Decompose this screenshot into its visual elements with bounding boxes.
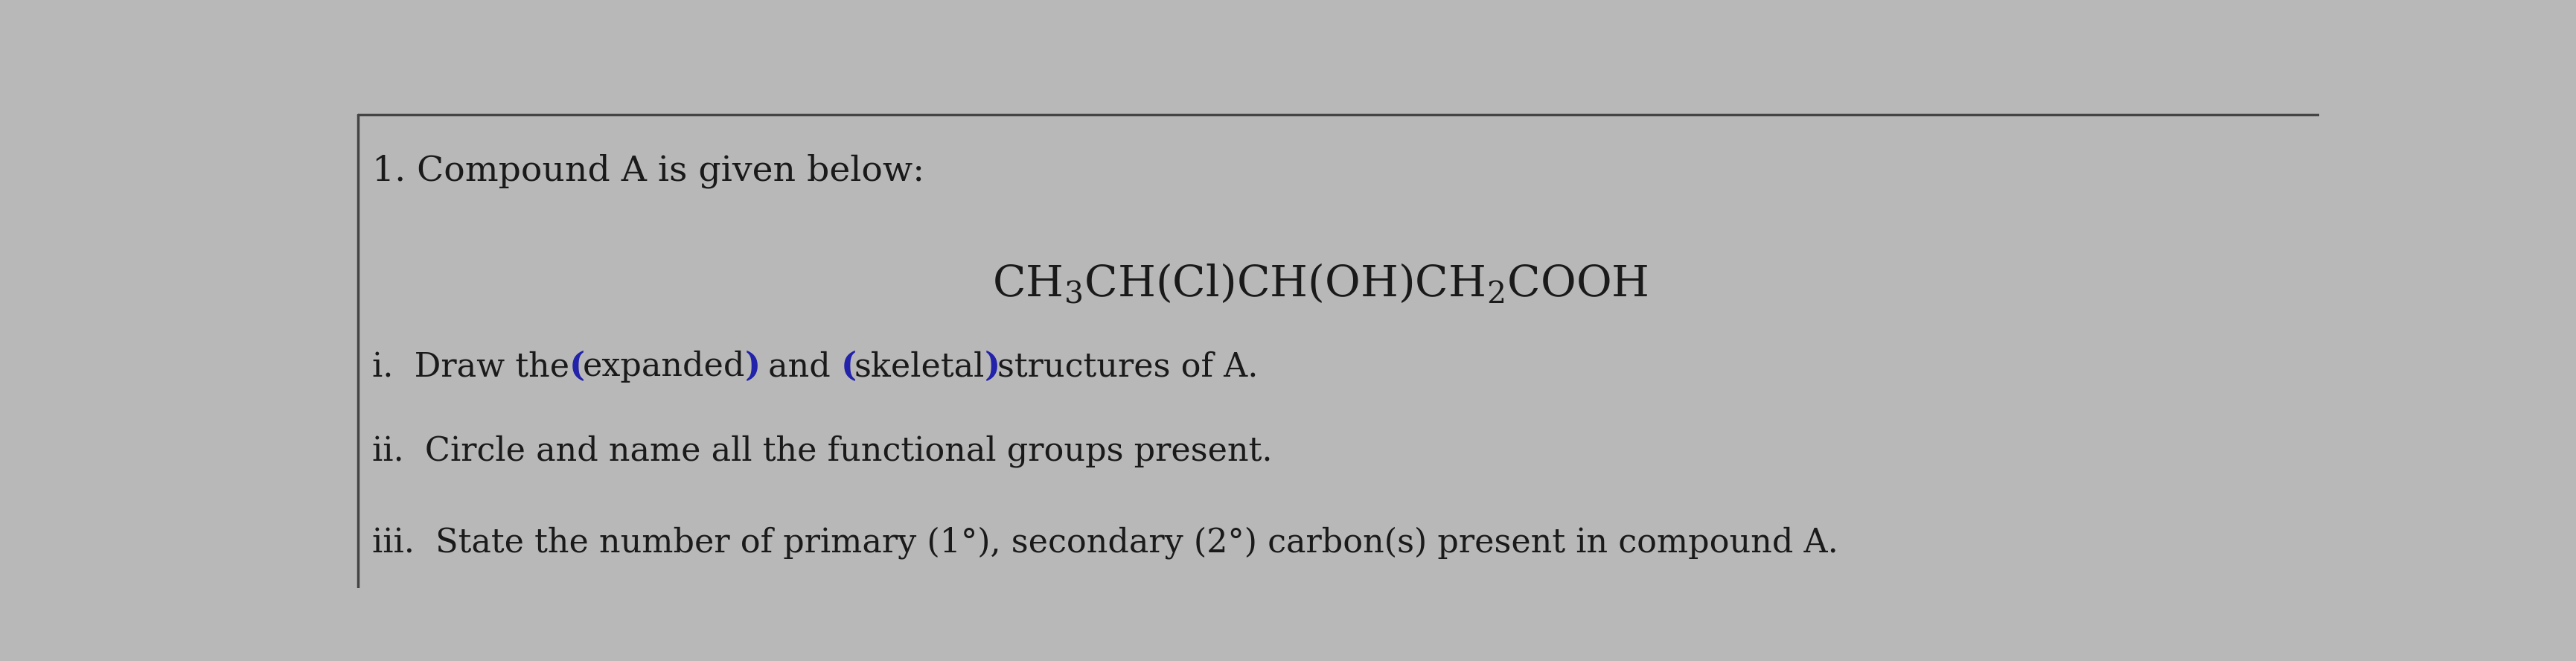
Text: 1. Compound A is given below:: 1. Compound A is given below: xyxy=(371,153,925,188)
Text: and: and xyxy=(757,351,840,383)
Text: iii.  State the number of primary (1°), secondary (2°) carbon(s) present in comp: iii. State the number of primary (1°), s… xyxy=(371,526,1837,559)
Text: structures of A.: structures of A. xyxy=(997,351,1257,383)
Text: ): ) xyxy=(744,351,760,383)
Text: skeletal: skeletal xyxy=(853,351,984,383)
Text: (: ( xyxy=(569,351,585,383)
Text: i.  Draw the: i. Draw the xyxy=(371,351,569,383)
Text: expanded: expanded xyxy=(582,351,744,383)
Text: ii.  Circle and name all the functional groups present.: ii. Circle and name all the functional g… xyxy=(371,435,1273,467)
Text: ): ) xyxy=(984,351,999,383)
Text: $\mathregular{CH_3CH(Cl)CH(OH)CH_2COOH}$: $\mathregular{CH_3CH(Cl)CH(OH)CH_2COOH}$ xyxy=(992,261,1649,305)
Text: (: ( xyxy=(840,351,855,383)
